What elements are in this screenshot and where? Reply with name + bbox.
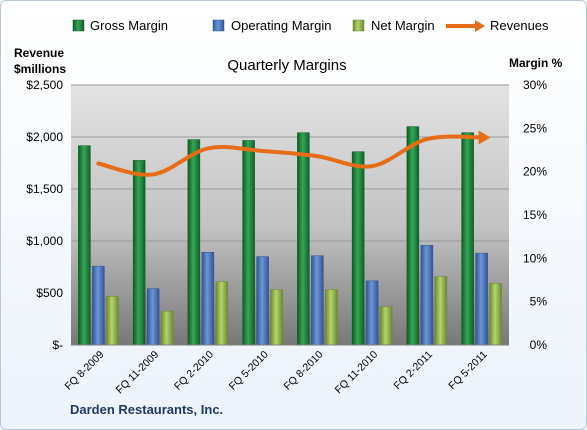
operating-margin-bar — [201, 252, 215, 346]
legend-swatch-revenues-arrow — [475, 20, 485, 32]
operating-margin-bar — [146, 288, 160, 346]
operating-margin-bar — [92, 265, 105, 346]
gross-margin-bar — [132, 160, 146, 346]
legend-item-operating-margin: Operating Margin — [212, 18, 331, 33]
category-label: FQ 2-2010 — [172, 349, 216, 393]
gross-margin-bar — [297, 132, 310, 346]
legend-swatch-net-margin — [352, 19, 365, 32]
operating-margin-bar — [311, 255, 324, 346]
net-margin-bar — [489, 283, 502, 346]
category-label: FQ 11-2010 — [333, 349, 381, 397]
category-label: FQ 11-2009 — [114, 349, 162, 397]
category-label: FQ 5-2011 — [446, 349, 490, 393]
right-tick-label: 0% — [530, 338, 548, 352]
net-margin-bar — [325, 289, 338, 346]
company-name: Darden Restaurants, Inc. — [70, 402, 223, 417]
right-axis-ticks: 0% 5% 10% 15% 20% 25% 30% — [523, 78, 547, 352]
right-tick-label: 5% — [530, 295, 548, 309]
right-axis-title: Margin % — [509, 56, 563, 70]
left-tick-label: $1,500 — [26, 182, 63, 196]
right-tick-label: 15% — [523, 208, 547, 222]
net-margin-bar — [270, 289, 283, 346]
operating-margin-bar — [420, 245, 434, 346]
chart-title: Quarterly Margins — [227, 57, 346, 74]
legend-label-revenues: Revenues — [490, 18, 549, 33]
left-tick-label: $2,500 — [26, 78, 63, 92]
net-margin-bar — [106, 296, 119, 346]
operating-margin-bar — [365, 280, 379, 346]
category-label: FQ 8-2010 — [282, 349, 326, 393]
gross-margin-bar — [461, 132, 474, 346]
left-tick-label: $2,000 — [26, 130, 63, 144]
right-tick-label: 20% — [523, 165, 547, 179]
category-label: FQ 2-2011 — [392, 349, 436, 393]
legend-label-gross-margin: Gross Margin — [90, 18, 168, 33]
net-margin-bar — [379, 306, 393, 346]
category-label: FQ 5-2010 — [227, 349, 271, 393]
left-axis-title-line1: Revenue — [14, 46, 64, 60]
gross-margin-bar — [406, 126, 420, 346]
right-tick-label: 25% — [523, 121, 547, 135]
right-tick-label: 30% — [523, 78, 547, 92]
gross-margin-bar — [242, 140, 255, 346]
net-margin-bar — [434, 276, 448, 346]
gross-margin-bar — [351, 151, 365, 346]
legend-label-net-margin: Net Margin — [371, 18, 435, 33]
category-label: FQ 8-2009 — [63, 349, 107, 393]
left-tick-label: $- — [52, 338, 63, 352]
right-tick-label: 10% — [523, 251, 547, 265]
left-axis-title-line2: $millions — [14, 62, 66, 76]
legend: Gross Margin Operating Margin Net Margin… — [72, 18, 549, 33]
legend-swatch-gross-margin — [72, 19, 85, 32]
legend-item-revenues: Revenues — [446, 18, 549, 33]
net-margin-bar — [160, 310, 174, 346]
legend-swatch-operating-margin — [212, 19, 225, 32]
legend-label-operating-margin: Operating Margin — [231, 18, 331, 33]
operating-margin-bar — [475, 252, 488, 346]
net-margin-bar — [215, 281, 229, 346]
revenues-line-arrow — [478, 130, 491, 145]
revenues-line — [96, 134, 484, 177]
operating-margin-bar — [256, 256, 269, 346]
legend-item-gross-margin: Gross Margin — [72, 18, 168, 33]
gross-margin-bar — [187, 139, 201, 346]
revenue-line — [96, 130, 491, 177]
gross-margin-bar — [78, 145, 91, 346]
left-axis-ticks: $- $500 $1,000 $1,500 $2,000 $2,500 — [26, 78, 63, 352]
legend-item-net-margin: Net Margin — [352, 18, 435, 33]
left-tick-label: $1,000 — [26, 234, 63, 248]
category-labels: FQ 8-2009 FQ 11-2009 FQ 2-2010 FQ 5-2010 FQ … — [63, 349, 490, 397]
bars — [78, 126, 502, 346]
left-tick-label: $500 — [36, 286, 63, 300]
